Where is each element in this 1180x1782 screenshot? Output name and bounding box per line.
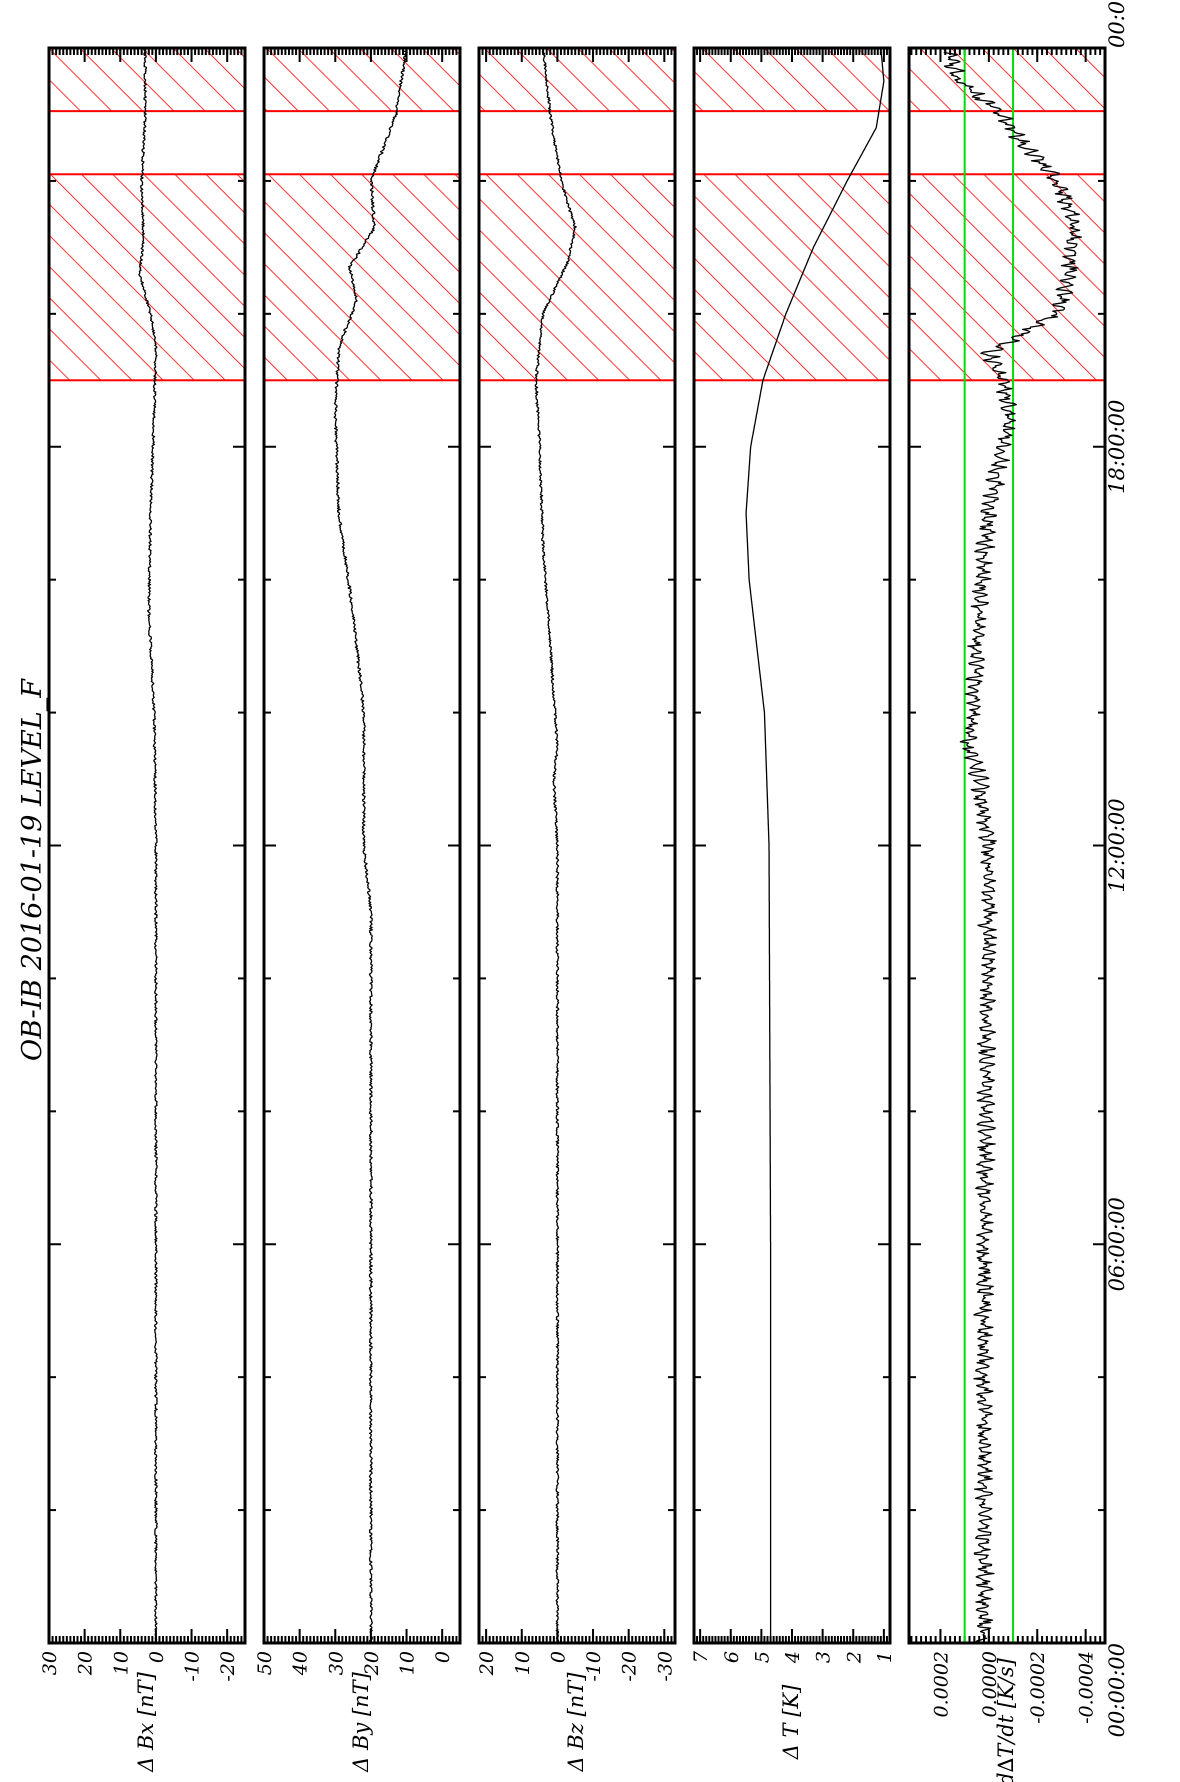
value-tick-label: 6 bbox=[721, 1651, 743, 1663]
axis-label-dt: Δ T [K] bbox=[779, 1684, 803, 1760]
series-line-by bbox=[333, 47, 408, 1644]
value-tick-label: -0.0002 bbox=[1027, 1651, 1049, 1724]
axis-label-bx: Δ Bx [nT] bbox=[134, 1671, 158, 1773]
panel-frame bbox=[477, 46, 677, 1645]
axis-label-by: Δ By [nT] bbox=[349, 1671, 373, 1773]
value-tick-label: 30 bbox=[325, 1651, 347, 1675]
axis-label-bz: Δ Bz [nT] bbox=[564, 1672, 588, 1773]
value-tick-label: 20 bbox=[476, 1651, 498, 1676]
time-tick-label: 06:00:00 bbox=[1105, 1197, 1129, 1291]
highlight-interval-1 bbox=[908, 47, 1106, 113]
highlight-interval-0 bbox=[478, 173, 676, 382]
series-line-bz bbox=[534, 47, 577, 1644]
value-tick-label: 0 bbox=[432, 1651, 454, 1663]
time-tick-label: 00:00:00 bbox=[1105, 1643, 1129, 1737]
value-tick-label: 5 bbox=[751, 1651, 773, 1663]
value-tick-label: 2 bbox=[843, 1651, 865, 1664]
series-line-ddt bbox=[943, 47, 1083, 1644]
value-tick-label: -0.0004 bbox=[1076, 1651, 1098, 1724]
value-tick-label: 10 bbox=[110, 1651, 132, 1675]
panel-dt: 7 6 5 4 3 2 1 Δ T [K] bbox=[690, 46, 896, 1760]
value-tick-label: 4 bbox=[782, 1651, 804, 1664]
value-tick-label: -10 bbox=[583, 1651, 605, 1682]
value-tick-label: 50 bbox=[254, 1651, 276, 1675]
panel-by: 50 40 30 20 10 0 Δ By [nT] bbox=[254, 46, 462, 1773]
highlight-interval-1 bbox=[263, 47, 461, 113]
chart-title: OB-IB 2016-01-19 LEVEL_F bbox=[17, 678, 48, 1061]
panel-frame bbox=[262, 46, 462, 1645]
panel-bz: 20 10 0 -10 -20 -30 Δ Bz [nT] bbox=[476, 46, 677, 1773]
series-line-dt bbox=[745, 47, 885, 1643]
value-tick-label: -30 bbox=[654, 1651, 676, 1682]
highlight-interval-0 bbox=[263, 173, 461, 382]
highlight-interval-0 bbox=[48, 173, 246, 382]
value-tick-label: 0.0000 bbox=[979, 1651, 1001, 1717]
value-tick-label: 20 bbox=[361, 1651, 383, 1676]
panel-bx: 30 20 10 0 -10 -20 Δ Bx [nT] bbox=[39, 46, 247, 1773]
highlight-interval-0 bbox=[908, 173, 1106, 382]
value-tick-label: -10 bbox=[182, 1651, 204, 1682]
value-tick-label: 3 bbox=[813, 1651, 835, 1663]
value-tick-label: 7 bbox=[690, 1650, 712, 1663]
value-tick-label: 30 bbox=[39, 1651, 61, 1675]
value-tick-label: 10 bbox=[397, 1651, 419, 1675]
value-tick-label: 20 bbox=[75, 1651, 97, 1676]
value-tick-label: 40 bbox=[290, 1651, 312, 1676]
time-tick-label: 12:00:00 bbox=[1105, 798, 1129, 892]
panel-ddt: 0.0002 0.0000 -0.0002 -0.0004 d∆T/dt [K/s] bbox=[907, 46, 1107, 1782]
axis-label-ddt: d∆T/dt [K/s] bbox=[994, 1657, 1018, 1782]
panel-frame bbox=[692, 46, 892, 1645]
value-tick-label: 0 bbox=[547, 1651, 569, 1663]
highlight-interval-1 bbox=[478, 47, 676, 113]
time-tick-label: 18:00:00 bbox=[1105, 400, 1129, 494]
panel-frame bbox=[907, 46, 1107, 1645]
panel-frame bbox=[47, 46, 247, 1645]
value-tick-label: 10 bbox=[512, 1651, 534, 1675]
value-tick-label: -20 bbox=[217, 1651, 239, 1682]
value-tick-label: 0.0002 bbox=[930, 1651, 952, 1717]
series-line-bx bbox=[138, 47, 158, 1644]
plot-area: 30 20 10 0 -10 -20Δ Bx [nT]50 40 30 20 10 0Δ By [n… bbox=[39, 0, 1129, 1782]
value-tick-label: 0 bbox=[146, 1651, 168, 1663]
highlight-interval-0 bbox=[693, 173, 891, 382]
value-tick-label: 1 bbox=[874, 1651, 896, 1663]
time-tick-label: 00:00:00 bbox=[1105, 0, 1129, 48]
highlight-interval-1 bbox=[48, 47, 246, 113]
value-tick-label: -20 bbox=[619, 1651, 641, 1682]
